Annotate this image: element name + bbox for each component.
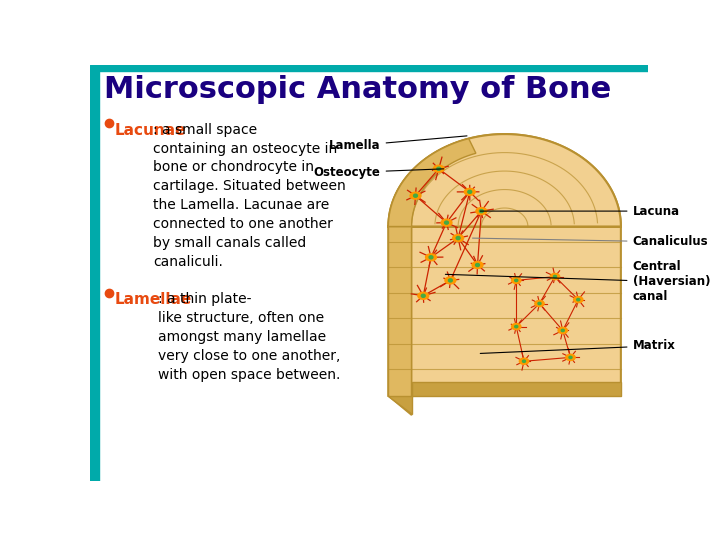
Ellipse shape xyxy=(426,254,436,261)
Ellipse shape xyxy=(577,299,580,301)
Bar xyxy=(90,71,99,481)
Ellipse shape xyxy=(574,296,583,303)
Ellipse shape xyxy=(456,237,460,240)
Ellipse shape xyxy=(569,356,572,359)
Text: Lacuna: Lacuna xyxy=(480,205,680,218)
Ellipse shape xyxy=(554,275,557,278)
Text: Central
(Haversian)
canal: Central (Haversian) canal xyxy=(446,260,710,303)
Ellipse shape xyxy=(538,302,541,305)
Polygon shape xyxy=(388,139,476,226)
Ellipse shape xyxy=(444,221,449,224)
Ellipse shape xyxy=(515,326,518,328)
Ellipse shape xyxy=(512,323,521,330)
Ellipse shape xyxy=(523,360,526,362)
Ellipse shape xyxy=(550,273,559,280)
Polygon shape xyxy=(388,226,412,415)
Polygon shape xyxy=(388,134,621,226)
Ellipse shape xyxy=(464,188,475,195)
Ellipse shape xyxy=(410,192,421,199)
Polygon shape xyxy=(388,134,621,396)
Ellipse shape xyxy=(433,165,444,172)
Ellipse shape xyxy=(476,264,480,267)
Ellipse shape xyxy=(468,190,472,193)
Ellipse shape xyxy=(413,194,418,197)
Ellipse shape xyxy=(566,354,575,361)
Text: : a small space
containing an osteocyte in
bone or chondrocyte in
cartilage. Sit: : a small space containing an osteocyte … xyxy=(153,123,346,269)
Ellipse shape xyxy=(480,210,483,213)
Ellipse shape xyxy=(445,277,456,284)
Ellipse shape xyxy=(512,278,521,284)
Ellipse shape xyxy=(449,279,452,282)
Ellipse shape xyxy=(453,234,464,241)
Ellipse shape xyxy=(558,327,567,334)
Ellipse shape xyxy=(519,358,528,365)
Ellipse shape xyxy=(441,219,452,226)
Ellipse shape xyxy=(429,256,433,259)
Text: Lamellae: Lamellae xyxy=(114,292,192,307)
Ellipse shape xyxy=(421,294,426,298)
Text: Osteocyte: Osteocyte xyxy=(314,166,444,179)
Ellipse shape xyxy=(476,208,487,214)
Text: : a thin plate-
like structure, often one
amongst many lamellae
very close to on: : a thin plate- like structure, often on… xyxy=(158,292,341,382)
Ellipse shape xyxy=(515,279,518,281)
Ellipse shape xyxy=(535,300,544,307)
Bar xyxy=(90,65,648,71)
Ellipse shape xyxy=(561,329,564,332)
Text: Canaliculus: Canaliculus xyxy=(472,235,708,248)
Text: Matrix: Matrix xyxy=(480,339,675,353)
Polygon shape xyxy=(388,382,621,414)
Text: Microscopic Anatomy of Bone: Microscopic Anatomy of Bone xyxy=(104,75,611,104)
Ellipse shape xyxy=(472,261,483,268)
Text: Lacunae: Lacunae xyxy=(114,123,186,138)
Text: Lamella: Lamella xyxy=(329,136,467,152)
Ellipse shape xyxy=(437,167,441,170)
Ellipse shape xyxy=(418,292,428,299)
